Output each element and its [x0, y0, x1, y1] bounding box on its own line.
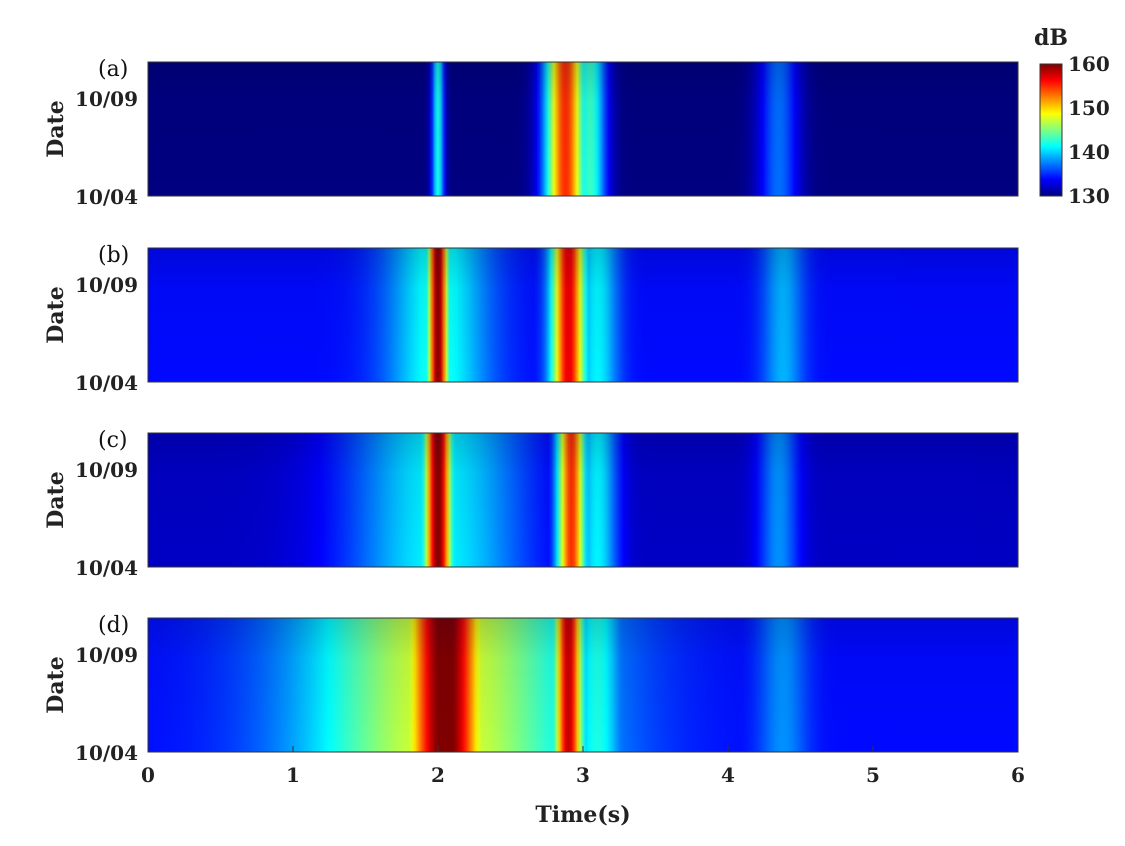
colorbar-tick-label: 150	[1068, 96, 1110, 120]
x-tick-label: 0	[141, 763, 155, 787]
heatmap-panel: (a) 10/09 10/04 Date	[43, 57, 1019, 209]
y-tick-label: 10/04	[75, 556, 138, 580]
heatmap-panel: (d) 10/09 10/04 Date	[43, 613, 1019, 765]
y-axis-label: Date	[43, 656, 69, 714]
heatmap-panel: (b) 10/09 10/04 Date	[43, 243, 1019, 395]
x-axis-label: Time(s)	[535, 802, 630, 828]
x-tick-label: 4	[721, 763, 735, 787]
panel-label: (d)	[98, 613, 129, 638]
y-axis-label: Date	[43, 471, 69, 529]
colorbar-gradient	[1039, 63, 1063, 197]
x-tick-label: 1	[286, 763, 300, 787]
x-tick-label: 3	[576, 763, 590, 787]
colorbar-tick-label: 130	[1068, 184, 1110, 208]
x-tick-label: 6	[1011, 763, 1025, 787]
y-axis-label: Date	[43, 286, 69, 344]
heatmap-shading	[148, 62, 1018, 196]
x-tick-label: 5	[866, 763, 880, 787]
heatmap-shading	[148, 433, 1018, 567]
colorbar-tick-label: 160	[1068, 52, 1110, 76]
heatmap-shading	[148, 248, 1018, 382]
panel-label: (c)	[98, 428, 128, 453]
y-tick-label: 10/04	[75, 185, 138, 209]
y-tick-label: 10/04	[75, 371, 138, 395]
y-tick-label: 10/09	[75, 273, 138, 297]
y-tick-label: 10/04	[75, 741, 138, 765]
y-axis-label: Date	[43, 100, 69, 158]
colorbar-tick-label: 140	[1068, 140, 1110, 164]
y-tick-label: 10/09	[75, 458, 138, 482]
heatmap-panel: (c) 10/09 10/04 Date	[43, 428, 1019, 580]
colorbar-title: dB	[1034, 25, 1068, 51]
panel-frame	[147, 61, 1019, 197]
y-tick-label: 10/09	[75, 87, 138, 111]
panel-label: (b)	[98, 243, 129, 268]
panel-frame	[147, 432, 1019, 568]
heatmap-shading	[148, 618, 1018, 752]
panel-label: (a)	[98, 57, 128, 82]
x-tick-label: 2	[431, 763, 445, 787]
y-tick-label: 10/09	[75, 643, 138, 667]
panel-frame	[147, 247, 1019, 383]
